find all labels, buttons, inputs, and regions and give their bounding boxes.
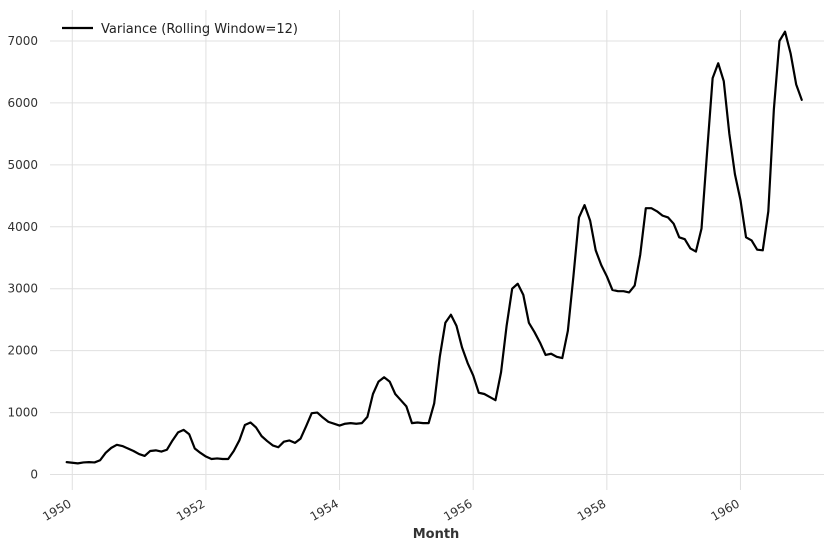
y-tick-labels: 0 1000 2000 3000 4000 5000 6000 7000: [7, 34, 38, 482]
y-tick-label: 4000: [7, 220, 38, 234]
y-gridlines: [50, 40, 824, 476]
x-tick-labels: 1950 1952 1954 1956 1958 1960: [40, 496, 742, 523]
y-tick-label: 0: [30, 468, 38, 482]
legend: Variance (Rolling Window=12): [62, 22, 298, 37]
x-tick-label: 1960: [709, 496, 742, 523]
series-group: [65, 30, 803, 465]
x-tick-label: 1952: [174, 496, 207, 523]
x-axis-title: Month: [413, 527, 460, 542]
legend-entry-variance: Variance (Rolling Window=12): [101, 22, 298, 37]
y-tick-label: 3000: [7, 282, 38, 296]
y-tick-label: 6000: [7, 96, 38, 110]
x-tick-label: 1950: [40, 496, 73, 523]
series-line-variance: [65, 30, 803, 465]
x-tick-label: 1958: [575, 496, 608, 523]
x-tick-label: 1954: [308, 496, 341, 523]
x-gridlines: [71, 10, 741, 490]
y-tick-label: 5000: [7, 158, 38, 172]
y-tick-label: 1000: [7, 406, 38, 420]
y-tick-label: 2000: [7, 344, 38, 358]
x-tick-label: 1956: [441, 496, 474, 523]
y-tick-label: 7000: [7, 34, 38, 48]
